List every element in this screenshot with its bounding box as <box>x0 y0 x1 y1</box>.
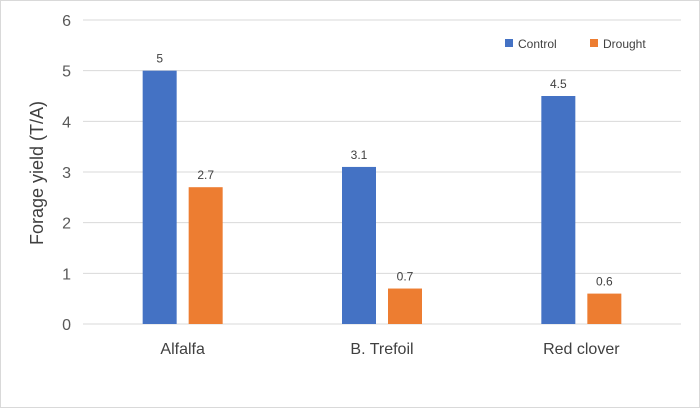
bar-control-1 <box>142 70 177 325</box>
x-category-label: Red clover <box>543 341 620 358</box>
legend-swatch-drought <box>590 39 598 47</box>
data-label: 3.1 <box>351 148 368 162</box>
y-axis-label: Forage yield (T/A) <box>27 101 47 245</box>
data-labels: 5 2.7 3.1 0.7 4.5 0.6 <box>156 52 613 289</box>
bar-control-2 <box>342 166 376 324</box>
legend-swatch-control <box>505 39 513 47</box>
bar-drought-2 <box>388 288 422 324</box>
legend-label-control: Control <box>518 37 557 51</box>
y-tick-label: 6 <box>62 13 71 30</box>
legend-label-drought: Drought <box>603 37 646 51</box>
data-label: 4.5 <box>550 77 567 91</box>
x-category-label: Alfalfa <box>160 341 205 358</box>
y-tick-label: 0 <box>62 317 71 334</box>
y-tick-label: 4 <box>62 114 71 131</box>
gridlines <box>83 19 681 325</box>
bar-drought-1 <box>188 187 223 324</box>
y-tick-label: 5 <box>62 64 71 81</box>
bar-control-3 <box>541 96 576 324</box>
x-axis-categories: Alfalfa B. Trefoil Red clover <box>160 341 620 358</box>
y-tick-label: 2 <box>62 216 71 233</box>
y-tick-label: 3 <box>62 165 71 182</box>
legend: Control Drought <box>505 37 646 51</box>
y-axis-ticks: 0 1 2 3 4 5 6 <box>62 13 71 334</box>
x-category-label: B. Trefoil <box>350 341 413 358</box>
data-label: 0.7 <box>397 270 414 284</box>
data-label: 5 <box>156 52 163 66</box>
bars <box>142 70 622 325</box>
data-label: 2.7 <box>197 168 214 182</box>
data-label: 0.6 <box>596 275 613 289</box>
bar-drought-3 <box>587 293 622 324</box>
y-tick-label: 1 <box>62 266 71 283</box>
